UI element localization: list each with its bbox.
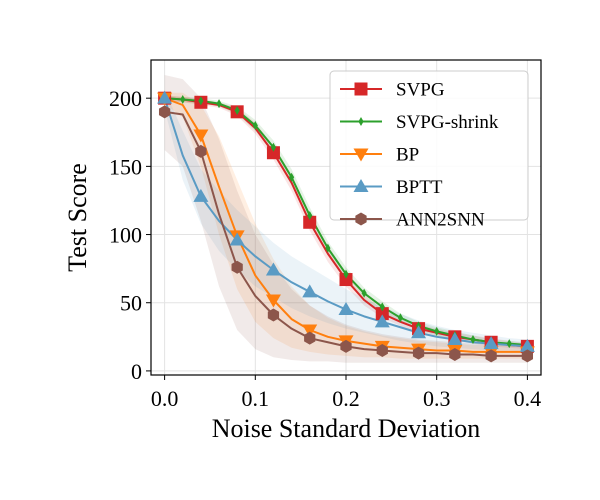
bptt-point (411, 325, 427, 339)
svpg-shrink-point (216, 99, 222, 109)
ann2snn-point (376, 343, 388, 357)
legend: SVPG SVPG-shrink BP BPTT ANN2SNN (329, 70, 529, 231)
bptt-point (302, 284, 318, 298)
ann2snn-point (158, 105, 171, 119)
ann2snn-point (304, 331, 316, 345)
y-tick-label: 0 (131, 359, 142, 384)
svpg-shrink-point (434, 326, 440, 336)
legend-label: ANN2SNN (396, 210, 485, 231)
bp-point (302, 324, 318, 338)
svpg-point (375, 307, 389, 321)
svpg-shrink-point (288, 172, 295, 182)
bptt-point (338, 302, 354, 316)
ann2snn-point (521, 349, 534, 363)
ann2snn-point (340, 339, 352, 353)
x-axis: 0.0 0.1 0.2 0.3 0.4 (151, 375, 541, 411)
legend-box (329, 70, 529, 221)
svpg-shrink-point (506, 339, 512, 349)
ann2snn-point (485, 349, 497, 363)
series-markers (157, 90, 535, 363)
x-axis-title: Noise Standard Deviation (212, 414, 481, 443)
svpg-shrink-point (198, 96, 204, 106)
svpg-shrink-point (470, 335, 476, 345)
x-tick-label: 0.1 (242, 386, 270, 411)
svpg-shrink-point (234, 105, 240, 115)
svpg-shrink-point (252, 120, 258, 130)
bptt-point (157, 90, 173, 104)
legend-marker (358, 117, 364, 126)
legend-label: SVPG-shrink (396, 112, 499, 133)
svpg-shrink-point (343, 269, 349, 279)
ann2snn-markers (158, 105, 534, 363)
y-axis: 0 50 100 150 200 (109, 86, 151, 384)
svpg-shrink-point (361, 288, 367, 298)
x-tick-label: 0.3 (423, 386, 451, 411)
legend-marker (353, 148, 369, 162)
confidence-bands (164, 75, 528, 363)
bp-point (193, 129, 209, 143)
legend-label: BP (396, 145, 419, 166)
bptt-point (483, 336, 499, 350)
svpg-point (339, 273, 353, 287)
svpg-shrink-point (379, 302, 385, 312)
svpg-point (303, 215, 317, 229)
legend-item-bp: BP (340, 145, 419, 166)
bptt-point (193, 188, 209, 202)
svpg-shrink-point (397, 313, 404, 323)
y-tick-label: 50 (120, 291, 142, 316)
legend-label: SVPG (396, 80, 445, 101)
ann2snn-point (412, 346, 425, 360)
bp-point (265, 294, 281, 308)
bptt-point (229, 232, 245, 246)
svpg-shrink-point (307, 210, 313, 220)
y-tick-label: 100 (109, 223, 142, 248)
x-tick-label: 0.4 (514, 386, 542, 411)
ann2snn-point (231, 260, 243, 274)
legend-item-ann2snn: ANN2SNN (340, 210, 485, 231)
ann2snn-point (449, 348, 461, 362)
x-tick-label: 0.2 (332, 386, 360, 411)
svpg-point (266, 146, 280, 160)
legend-marker (354, 82, 368, 96)
bptt-markers (157, 90, 535, 352)
ann2snn-point (267, 308, 280, 322)
y-tick-label: 150 (109, 154, 142, 179)
bptt-point (519, 338, 535, 352)
x-tick-label: 0.0 (151, 386, 179, 411)
legend-item-svpg-shrink: SVPG-shrink (340, 112, 499, 133)
bptt-point (265, 262, 281, 276)
svpg-shrink-point (325, 243, 331, 253)
legend-item-bptt: BPTT (340, 177, 443, 198)
legend-label: BPTT (396, 177, 443, 198)
bptt-point (374, 314, 390, 328)
svpg-shrink-point (270, 142, 277, 152)
ann2snn-point (195, 144, 207, 158)
legend-marker (355, 212, 367, 226)
ann2snn-band (164, 75, 528, 363)
bp-band (164, 92, 528, 359)
bptt-point (447, 332, 463, 346)
legend-item-svpg: SVPG (340, 80, 445, 101)
y-tick-label: 200 (109, 86, 142, 111)
bptt-band (164, 90, 528, 352)
svpg-shrink-point (180, 95, 186, 105)
y-axis-title: Test Score (63, 163, 92, 272)
legend-marker (353, 179, 369, 192)
